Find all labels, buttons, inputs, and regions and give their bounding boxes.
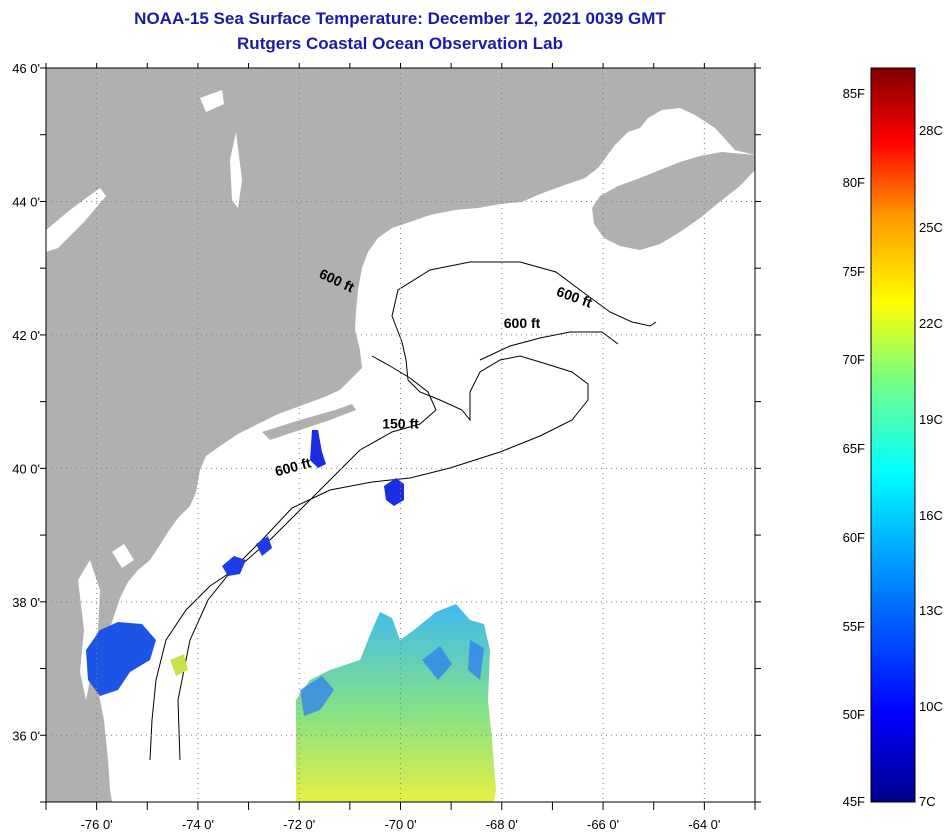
sst-patch-georges — [384, 478, 404, 506]
colorbar-c-label: 10C — [919, 699, 943, 714]
sst-patch-hudson-canyon — [310, 430, 326, 468]
temperature-colorbar — [870, 67, 916, 803]
lon-tick-label: -66 0' — [587, 817, 619, 832]
delaware-bay — [112, 544, 134, 568]
lat-tick-label: 42 0' — [12, 328, 40, 343]
colorbar-f-label: 80F — [843, 175, 865, 190]
colorbar-f-label: 45F — [843, 794, 865, 809]
contour-label: 600 ft — [504, 315, 541, 331]
sst-patch-south — [296, 604, 496, 802]
graticule — [46, 68, 755, 802]
lon-tick-labels: -76 0' -74 0' -72 0' -70 0' -68 0' -66 0… — [81, 817, 721, 832]
lat-tick-label: 40 0' — [12, 461, 40, 476]
lat-tick-label: 38 0' — [12, 595, 40, 610]
colorbar-f-label: 75F — [843, 264, 865, 279]
lake-champlain — [230, 132, 242, 208]
colorbar-f-label: 85F — [843, 86, 865, 101]
tick-marks — [40, 63, 761, 810]
colorbar-celsius-labels: 28C 25C 22C 19C 16C 13C 10C 7C — [919, 123, 943, 809]
lon-tick-label: -64 0' — [688, 817, 720, 832]
colorbar-c-label: 25C — [919, 220, 943, 235]
lat-tick-labels: 46 0' 44 0' 42 0' 40 0' 38 0' 36 0' — [12, 61, 40, 743]
colorbar-f-label: 50F — [843, 707, 865, 722]
nova-scotia-land — [592, 152, 755, 250]
inland-lake — [200, 90, 224, 112]
colorbar-f-label: 55F — [843, 619, 865, 634]
colorbar-f-label: 60F — [843, 530, 865, 545]
colorbar-c-label: 19C — [919, 412, 943, 427]
lake-ontario-edge — [46, 188, 106, 252]
cape-cod-bay — [360, 340, 392, 360]
sst-patch-south-cool — [300, 640, 484, 716]
lon-tick-label: -68 0' — [486, 817, 518, 832]
long-island-land — [262, 404, 356, 440]
colorbar-c-label: 16C — [919, 508, 943, 523]
lon-tick-label: -70 0' — [384, 817, 416, 832]
sst-patch-offshore-nj — [222, 536, 272, 576]
chesapeake-bay — [78, 560, 100, 700]
lon-tick-label: -72 0' — [283, 817, 315, 832]
lat-tick-label: 36 0' — [12, 728, 40, 743]
colorbar-c-label: 13C — [919, 603, 943, 618]
contour-label: 150 ft — [382, 415, 419, 431]
colorbar-f-label: 65F — [843, 441, 865, 456]
bathymetry-contours — [149, 261, 657, 761]
lat-tick-label: 44 0' — [12, 194, 40, 209]
colorbar-c-label: 22C — [919, 316, 943, 331]
colorbar-c-label: 28C — [919, 123, 943, 138]
colorbar-f-label: 70F — [843, 352, 865, 367]
colorbar-fahrenheit-labels: 85F 80F 75F 70F 65F 60F 55F 50F 45F — [843, 86, 865, 809]
map-subtitle: Rutgers Coastal Ocean Observation Lab — [237, 34, 563, 53]
lon-tick-label: -74 0' — [182, 817, 214, 832]
lon-tick-label: -76 0' — [81, 817, 113, 832]
colorbar-c-label: 7C — [919, 794, 936, 809]
map-title: NOAA-15 Sea Surface Temperature: Decembe… — [134, 9, 666, 28]
sst-patch-small — [170, 654, 188, 676]
mainland-land — [46, 68, 755, 802]
sst-patch-chesapeake — [86, 622, 156, 696]
sst-data — [86, 430, 496, 802]
lat-tick-label: 46 0' — [12, 61, 40, 76]
